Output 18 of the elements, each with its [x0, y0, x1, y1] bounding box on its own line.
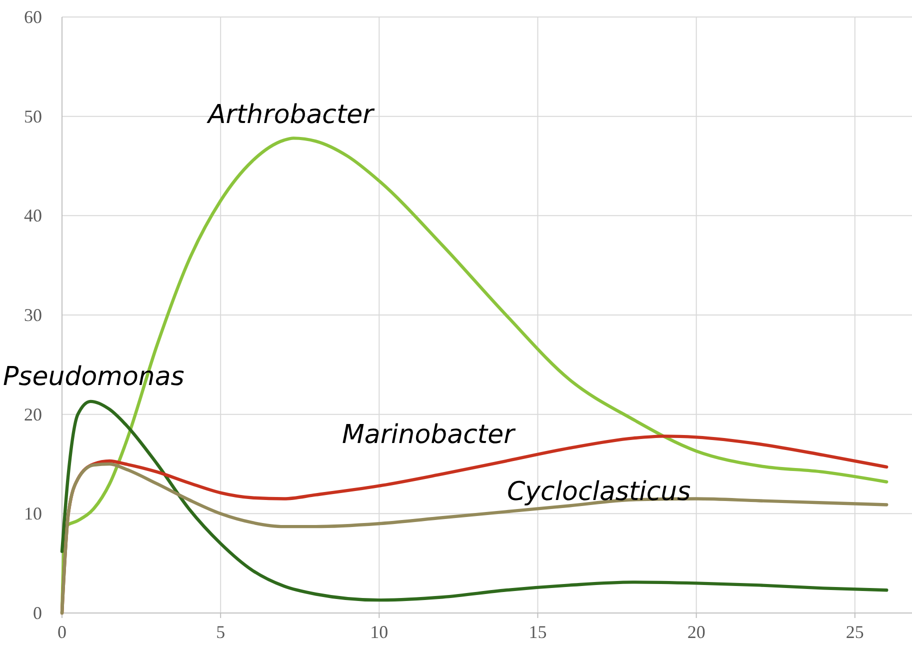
y-tick-label: 0 [33, 603, 42, 623]
y-tick-label: 20 [24, 404, 42, 424]
series-label: Marinobacter [342, 420, 517, 450]
y-tick-label: 10 [24, 504, 42, 524]
x-tick-label: 0 [58, 622, 66, 642]
x-tick-label: 10 [370, 622, 388, 642]
line-series [60, 400, 888, 602]
series-label: Arthrobacter [206, 100, 376, 130]
y-tick-label: 50 [24, 106, 42, 126]
x-tick-label: 20 [687, 622, 706, 642]
x-tick-label: 5 [216, 622, 226, 642]
x-tick-label: 25 [846, 622, 864, 642]
line-series [60, 462, 888, 615]
y-tick-label: 60 [24, 7, 42, 27]
x-tick-label: 15 [528, 622, 547, 642]
y-tick-label: 40 [24, 206, 42, 226]
series-label: Cycloclasticus [507, 477, 691, 507]
y-tick-label: 30 [24, 305, 42, 325]
